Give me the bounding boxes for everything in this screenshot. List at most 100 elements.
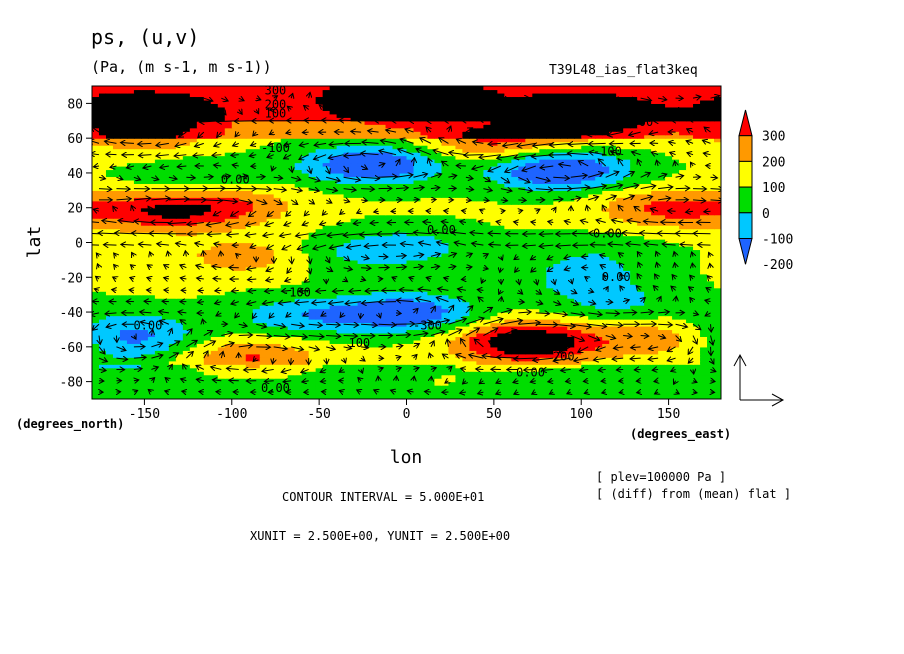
field-cell (147, 319, 156, 324)
field-cell (490, 239, 498, 244)
field-cell (490, 374, 498, 379)
field-cell (518, 395, 526, 399)
field-cell (168, 357, 177, 362)
field-cell (105, 357, 114, 362)
field-cell (399, 294, 408, 299)
field-cell (448, 245, 457, 251)
field-cell (147, 339, 156, 344)
field-cell (532, 395, 540, 399)
field-cell (189, 336, 198, 341)
field-cell (147, 294, 156, 299)
field-cell (203, 367, 212, 372)
field-cell (455, 256, 464, 261)
field-cell (644, 308, 652, 313)
field-cell (651, 357, 659, 362)
field-cell (616, 221, 624, 226)
field-cell (252, 360, 261, 365)
field-cell (92, 350, 100, 355)
field-cell (588, 284, 596, 289)
field-cell (672, 259, 680, 264)
field-cell (175, 270, 184, 275)
field-cell (623, 270, 631, 275)
field-cell (322, 294, 331, 299)
field-cell (322, 235, 331, 240)
field-cell (385, 301, 394, 306)
field-cell (588, 256, 596, 261)
field-cell (133, 339, 142, 344)
field-cell (427, 371, 436, 376)
field-cell (273, 225, 282, 230)
field-cell (217, 315, 226, 320)
field-cell (469, 298, 477, 303)
field-cell (92, 336, 100, 341)
field-cell (357, 294, 366, 299)
field-cell (217, 294, 226, 299)
field-cell (259, 312, 268, 317)
field-cell (210, 357, 219, 362)
field-cell (217, 305, 226, 310)
field-cell (217, 218, 226, 223)
field-cell (189, 214, 198, 219)
field-cell (105, 301, 114, 306)
field-cell (609, 385, 617, 390)
field-cell (217, 381, 226, 386)
field-cell (224, 381, 233, 386)
field-cell (329, 214, 338, 219)
field-cell (658, 245, 666, 251)
field-cell (637, 242, 645, 247)
field-cell (287, 378, 296, 383)
field-cell (665, 315, 673, 320)
field-cell (490, 322, 498, 327)
field-cell (392, 308, 401, 313)
field-cell (105, 249, 114, 254)
field-cell (175, 388, 184, 393)
field-cell (322, 249, 331, 254)
field-cell (630, 221, 638, 226)
field-cell (133, 298, 142, 303)
field-cell (616, 357, 624, 362)
field-cell (210, 239, 219, 244)
field-cell (525, 273, 533, 278)
field-cell (707, 218, 715, 223)
field-cell (413, 305, 422, 310)
field-cell (609, 305, 617, 310)
field-cell (413, 371, 422, 376)
field-cell (469, 332, 477, 337)
field-cell (175, 374, 184, 379)
field-cell (378, 263, 387, 268)
field-cell (154, 385, 163, 390)
field-cell (112, 374, 121, 379)
field-cell (665, 392, 673, 397)
field-cell (637, 395, 645, 399)
field-cell (126, 225, 135, 230)
field-cell (602, 284, 610, 289)
field-cell (588, 329, 596, 334)
field-cell (364, 329, 373, 334)
field-cell (581, 228, 589, 233)
field-cell (525, 218, 533, 223)
field-cell (294, 284, 303, 289)
field-cell (343, 388, 352, 393)
field-cell (329, 371, 338, 376)
field-cell (371, 291, 380, 296)
field-cell (672, 218, 680, 223)
field-cell (273, 273, 282, 278)
field-cell (497, 211, 505, 216)
field-cell (154, 381, 163, 386)
field-cell (525, 225, 533, 230)
field-cell (98, 252, 107, 258)
field-cell (252, 252, 261, 258)
field-cell (294, 242, 303, 247)
field-cell (588, 378, 596, 383)
field-cell (427, 357, 436, 362)
field-cell (392, 266, 401, 271)
field-cell (189, 287, 198, 292)
field-cell (189, 211, 198, 216)
field-cell (644, 266, 652, 271)
field-cell (532, 305, 540, 310)
field-cell (399, 329, 408, 334)
field-cell (532, 273, 540, 278)
field-cell (672, 308, 680, 313)
field-cell (343, 211, 352, 216)
field-cell (658, 270, 666, 275)
